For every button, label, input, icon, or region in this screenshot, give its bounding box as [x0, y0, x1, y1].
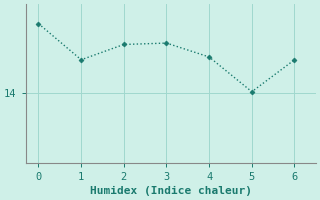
- X-axis label: Humidex (Indice chaleur): Humidex (Indice chaleur): [90, 186, 252, 196]
